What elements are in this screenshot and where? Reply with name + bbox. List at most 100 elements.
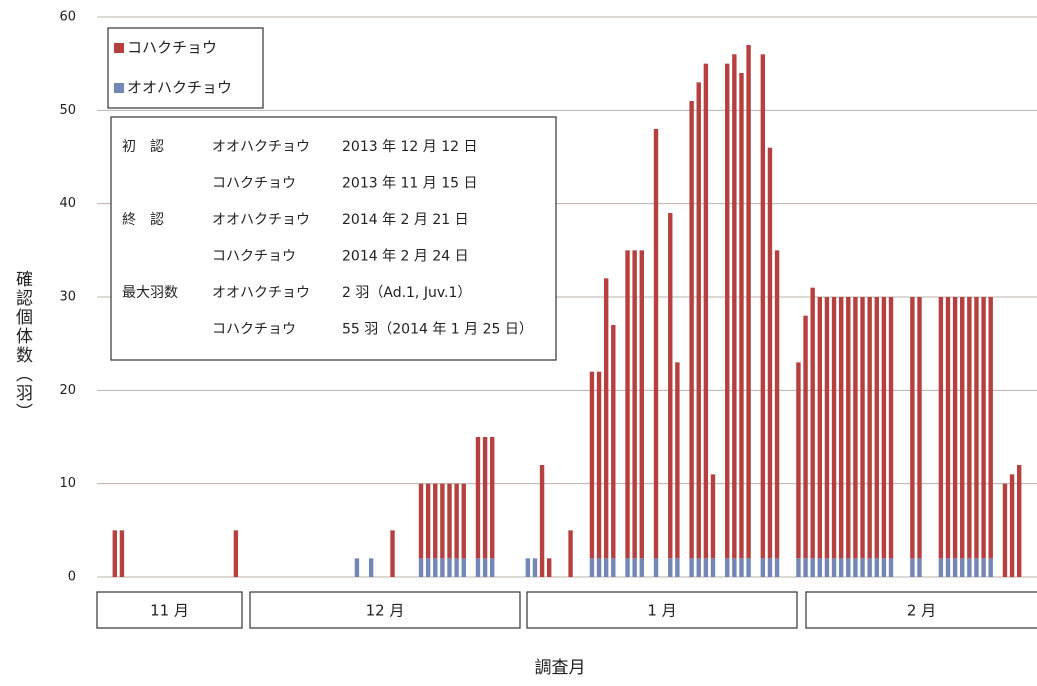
bar-segment [981, 558, 986, 577]
bar-segment [675, 362, 680, 559]
bar-segment [838, 297, 844, 559]
bar-segment [440, 483, 445, 559]
bar-segment [390, 530, 395, 577]
bar-segment [710, 558, 716, 577]
info-text: 2 羽（Ad.1, Juv.1） [342, 285, 471, 301]
bar-segment [817, 558, 823, 577]
bar-segment [696, 558, 701, 577]
bar-segment [860, 558, 865, 577]
info-species: コハクチョウ [212, 249, 296, 265]
bar-segment [475, 558, 481, 577]
bar-segment [461, 483, 466, 559]
month-box [96, 591, 243, 629]
bar-segment [625, 250, 630, 559]
info-text: 2013 年 11 月 15 日 [342, 176, 478, 192]
info-label: 初 認 [122, 138, 164, 155]
bar-segment [418, 558, 424, 577]
bar-segment [796, 362, 801, 559]
bar-segment [625, 558, 630, 577]
bar-segment [696, 82, 701, 559]
bar-segment [867, 297, 872, 559]
bar-segment [746, 45, 751, 559]
bar-segment [546, 558, 552, 577]
bar-segment [689, 558, 694, 577]
bar-segment [945, 297, 951, 559]
bar-segment [838, 558, 844, 577]
bar-segment [853, 297, 858, 559]
info-species: コハクチョウ [212, 176, 296, 192]
y-tick-label: 30 [59, 290, 76, 305]
bar-segment [945, 558, 951, 577]
bar-segment [632, 558, 637, 577]
bar-segment [433, 558, 438, 577]
month-label: 11 月 [150, 602, 189, 620]
bar-segment [988, 558, 993, 577]
bar-segment [490, 558, 495, 577]
bar-segment [668, 213, 673, 559]
bar-segment [454, 483, 459, 559]
bar-segment [475, 437, 481, 559]
bar-segment [653, 558, 659, 577]
bar-segment [589, 558, 595, 577]
month-box [805, 591, 1037, 629]
bar-segment [952, 558, 958, 577]
bar-segment [888, 558, 894, 577]
bar-segment [917, 297, 922, 559]
bar-segment [632, 250, 637, 559]
bar-segment [874, 297, 879, 559]
bar-segment [568, 530, 573, 577]
x-axis-label: 調査月 [535, 658, 586, 678]
bar-segment [603, 558, 609, 577]
y-axis-label: 確認個体数（羽） [12, 270, 33, 422]
y-tick-label: 20 [59, 383, 76, 398]
y-tick-label: 60 [59, 10, 76, 25]
bar-segment [988, 297, 993, 559]
bar-segment [974, 297, 979, 559]
bar-segment [425, 558, 431, 577]
bar-segment [831, 558, 837, 577]
bar-segment [1016, 465, 1022, 577]
bar-segment [490, 437, 495, 559]
bar-segment [418, 483, 424, 559]
info-species: オオハクチョウ [212, 285, 310, 301]
legend-box [107, 27, 264, 109]
bar-segment [703, 63, 709, 559]
bar-segment [739, 558, 744, 577]
bar-segment [119, 530, 125, 577]
month-label: 1 月 [647, 602, 676, 620]
bar-segment [668, 558, 673, 577]
info-text: 2014 年 2 月 24 日 [342, 249, 469, 265]
bar-segment [938, 558, 944, 577]
info-label: 最大羽数 [122, 285, 178, 301]
bar-segment [639, 250, 644, 559]
bar-segment [774, 558, 780, 577]
bar-segment [853, 558, 858, 577]
bar-segment [433, 483, 438, 559]
bar-segment [482, 437, 488, 559]
bar-segment [967, 297, 972, 559]
bar-segment [603, 278, 609, 559]
bar-segment [981, 297, 986, 559]
bar-segment [774, 250, 780, 559]
bar-segment [539, 465, 545, 577]
bar-segment [440, 558, 445, 577]
bar-segment [611, 325, 616, 559]
bar-segment [425, 483, 431, 559]
bar-segment [732, 54, 737, 559]
bar-segment [952, 297, 958, 559]
bar-segment [824, 558, 830, 577]
bar-segment [675, 558, 680, 577]
bar-segment [447, 558, 452, 577]
bar-segment [461, 558, 466, 577]
month-box [249, 591, 521, 629]
bar-segment [938, 297, 944, 559]
bar-segment [233, 530, 239, 577]
bar-segment [482, 558, 488, 577]
bar-segment [846, 558, 851, 577]
bar-segment [767, 147, 773, 559]
bar-segment [639, 558, 644, 577]
bar-segment [810, 558, 815, 577]
bar-segment [910, 558, 915, 577]
bar-segment [881, 297, 887, 559]
